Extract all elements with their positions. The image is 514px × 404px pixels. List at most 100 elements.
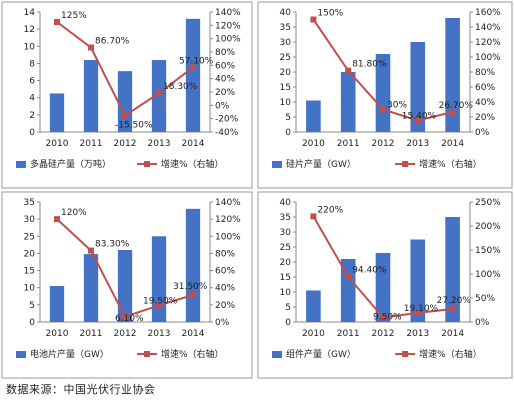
y-right-tick-label: -20% [215, 115, 239, 125]
y-right-tick-label: 140% [475, 23, 501, 33]
growth-data-label: 26.70% [439, 101, 474, 111]
legend-bar-swatch [272, 161, 282, 168]
y-right-tick-label: 120% [215, 21, 241, 31]
x-tick-label: 2011 [80, 329, 103, 339]
legend-label: 增速%（右轴） [419, 158, 482, 170]
y-left-tick-label: 25 [280, 53, 291, 63]
bar [410, 239, 426, 322]
y-left-tick-label: 10 [24, 42, 36, 52]
y-right-tick-label: 150% [475, 246, 501, 256]
y-left-tick-label: 25 [280, 243, 291, 253]
bar [83, 254, 99, 322]
y-right-tick-label: 0% [475, 318, 490, 328]
growth-data-label: 6.10% [115, 314, 144, 324]
x-tick-label: 2011 [337, 329, 360, 339]
x-tick-label: 2011 [80, 139, 103, 149]
legend-line-marker [144, 351, 150, 357]
y-right-tick-label: 0% [215, 318, 230, 328]
bar [375, 253, 391, 322]
y-left-tick-label: 35 [280, 213, 291, 223]
y-left-tick-label: 20 [280, 258, 292, 268]
y-right-tick-label: 140% [215, 198, 241, 208]
y-right-tick-label: 100% [215, 232, 241, 242]
y-right-tick-label: 40% [215, 284, 235, 294]
y-right-tick-label: 200% [475, 222, 501, 232]
growth-data-label: 57.10% [179, 56, 214, 66]
source-note: 数据来源：中国光伏行业协会 [6, 383, 156, 396]
growth-marker [310, 213, 317, 220]
y-left-tick-label: 14 [24, 8, 36, 18]
y-right-tick-label: 60% [215, 61, 235, 71]
growth-marker [190, 64, 196, 71]
growth-marker [345, 273, 352, 280]
growth-marker [88, 44, 94, 51]
y-left-tick-label: 0 [29, 318, 35, 328]
growth-marker [54, 216, 60, 223]
legend-label: 多晶硅产量（万吨） [30, 158, 111, 170]
growth-data-label: 125% [61, 11, 87, 21]
growth-data-label: 120% [61, 208, 87, 218]
y-left-tick-label: 10 [280, 98, 292, 108]
y-left-tick-label: 25 [24, 232, 35, 242]
growth-data-label: 150% [317, 9, 343, 19]
bar [185, 208, 201, 322]
bar [117, 71, 133, 132]
y-left-tick-label: 12 [24, 25, 35, 35]
y-right-tick-label: 250% [475, 198, 501, 208]
y-right-tick-label: 40% [475, 98, 495, 108]
y-left-tick-label: 5 [29, 301, 35, 311]
y-left-tick-label: 20 [24, 249, 36, 259]
growth-marker [414, 117, 421, 124]
y-right-tick-label: 100% [475, 53, 501, 63]
y-left-tick-label: 0 [285, 128, 291, 138]
growth-data-label: 30% [387, 101, 407, 111]
y-left-tick-label: 10 [280, 288, 292, 298]
growth-data-label: 220% [317, 205, 343, 215]
legend-label: 组件产量（GW） [286, 348, 356, 360]
y-right-tick-label: 40% [215, 75, 235, 85]
growth-marker [345, 67, 352, 74]
growth-marker [380, 106, 386, 113]
growth-marker [54, 19, 60, 25]
legend-line-marker [402, 161, 409, 167]
y-left-tick-label: 30 [24, 215, 36, 225]
growth-data-label: 81.80% [352, 60, 387, 70]
bar [375, 54, 391, 132]
y-left-tick-label: 5 [285, 303, 291, 313]
legend-label: 增速%（右轴） [419, 348, 482, 360]
y-right-tick-label: 50% [475, 294, 495, 304]
x-tick-label: 2010 [46, 329, 69, 339]
y-right-tick-label: 0% [475, 128, 490, 138]
bar [185, 18, 201, 132]
bar [83, 60, 99, 132]
chart-panel-2: 0 5 10 15 20 25 30 35 40 0% 20% 40% 60% 80% 100% 120% 14… [257, 1, 513, 189]
growth-data-label: 15.40% [402, 111, 437, 121]
y-right-tick-label: 60% [475, 83, 495, 93]
y-left-tick-label: 30 [280, 228, 292, 238]
growth-marker [449, 305, 456, 312]
y-left-tick-label: 10 [24, 284, 36, 294]
y-right-tick-label: 160% [475, 8, 501, 18]
y-right-tick-label: 60% [215, 267, 235, 277]
legend-bar-swatch [272, 351, 282, 358]
x-tick-label: 2012 [372, 139, 395, 149]
x-tick-label: 2012 [372, 329, 395, 339]
x-tick-label: 2010 [46, 139, 69, 149]
growth-marker [88, 247, 94, 254]
legend-line-marker [144, 161, 150, 167]
bar [306, 100, 321, 132]
chart-grid: 0 2 4 6 8 10 12 14 -40% -20% 0% 20% 40% 60% 80% 100% 120… [1, 1, 513, 379]
x-tick-label: 2014 [441, 329, 464, 339]
growth-marker [449, 108, 456, 115]
growth-data-label: 19.50% [143, 296, 178, 306]
y-left-tick-label: 8 [29, 59, 35, 69]
growth-data-label: 83.30% [95, 240, 130, 250]
y-right-tick-label: 140% [215, 8, 241, 18]
bar [117, 250, 133, 322]
growth-marker [122, 313, 128, 320]
y-right-tick-label: 20% [215, 301, 235, 311]
bar [151, 236, 167, 322]
y-right-tick-label: 120% [215, 215, 241, 225]
charts-svg: 02468101214-40%-20%0%20%40%60%80%100%120… [1, 1, 513, 379]
growth-data-label: 27.20% [437, 296, 472, 306]
